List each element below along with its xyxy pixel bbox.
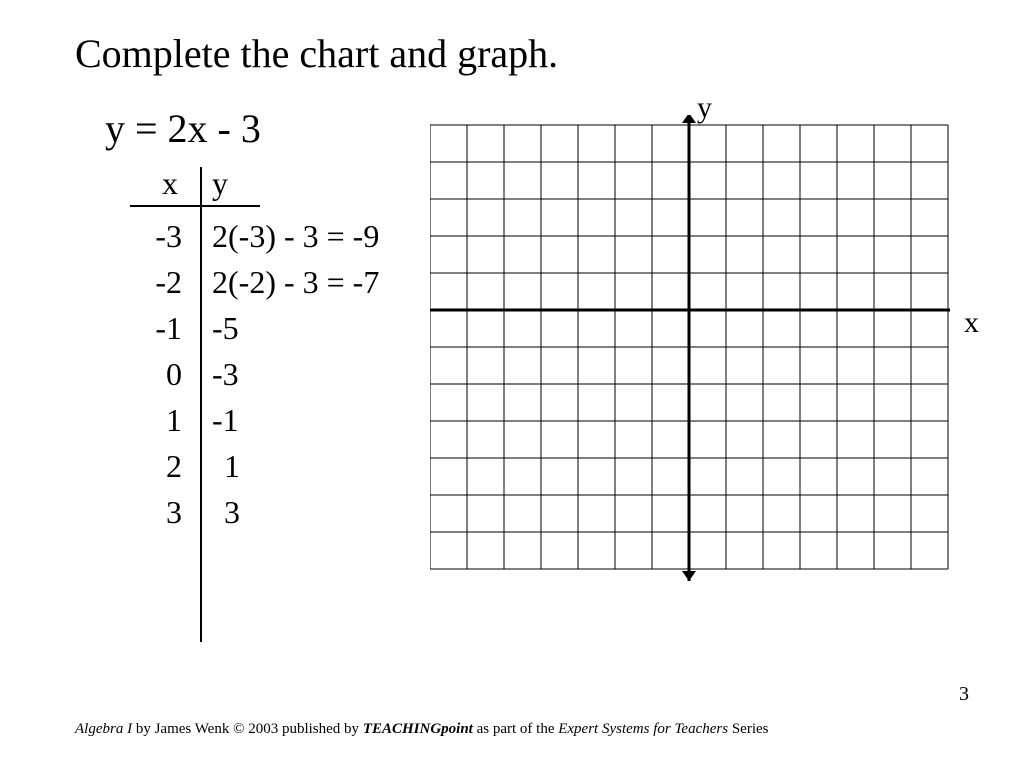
table-cell-x: 2: [120, 443, 182, 489]
table-header-y: y: [212, 165, 228, 202]
table-cell-y: -5: [212, 305, 239, 351]
table-header-x: x: [162, 165, 178, 202]
table-cell-x: 3: [120, 489, 182, 535]
axis-label-x: x: [964, 306, 979, 340]
table-cell-y: 2(-3) - 3 = -9: [212, 213, 379, 259]
table-cell-y: 2(-2) - 3 = -7: [212, 259, 379, 305]
footer-publisher: TEACHINGpoint: [363, 721, 473, 737]
table-column-rule: [200, 167, 202, 642]
page-number: 3: [959, 683, 969, 706]
table-cell-y: 1: [224, 443, 240, 489]
footer-text-3: Series: [728, 721, 768, 737]
axis-label-y: y: [697, 91, 712, 125]
table-cell-y: -3: [212, 351, 239, 397]
table-header-rule: [130, 205, 260, 207]
table-cell-x: 1: [120, 397, 182, 443]
footer-book-title: Algebra I: [75, 721, 132, 737]
coordinate-grid: y x: [430, 115, 950, 595]
footer-text-2: as part of the: [473, 721, 558, 737]
footer-series: Expert Systems for Teachers: [558, 721, 728, 737]
table-cell-x: 0: [120, 351, 182, 397]
table-cell-x: -2: [120, 259, 182, 305]
table-cell-y: -1: [212, 397, 239, 443]
attribution-footer: Algebra I by James Wenk © 2003 published…: [75, 721, 769, 738]
table-cell-x: -3: [120, 213, 182, 259]
footer-text-1: by James Wenk © 2003 published by: [132, 721, 363, 737]
instruction-title: Complete the chart and graph.: [75, 30, 558, 77]
table-cell-y: 3: [224, 489, 240, 535]
equation: y = 2x - 3: [105, 105, 261, 152]
table-cell-x: -1: [120, 305, 182, 351]
